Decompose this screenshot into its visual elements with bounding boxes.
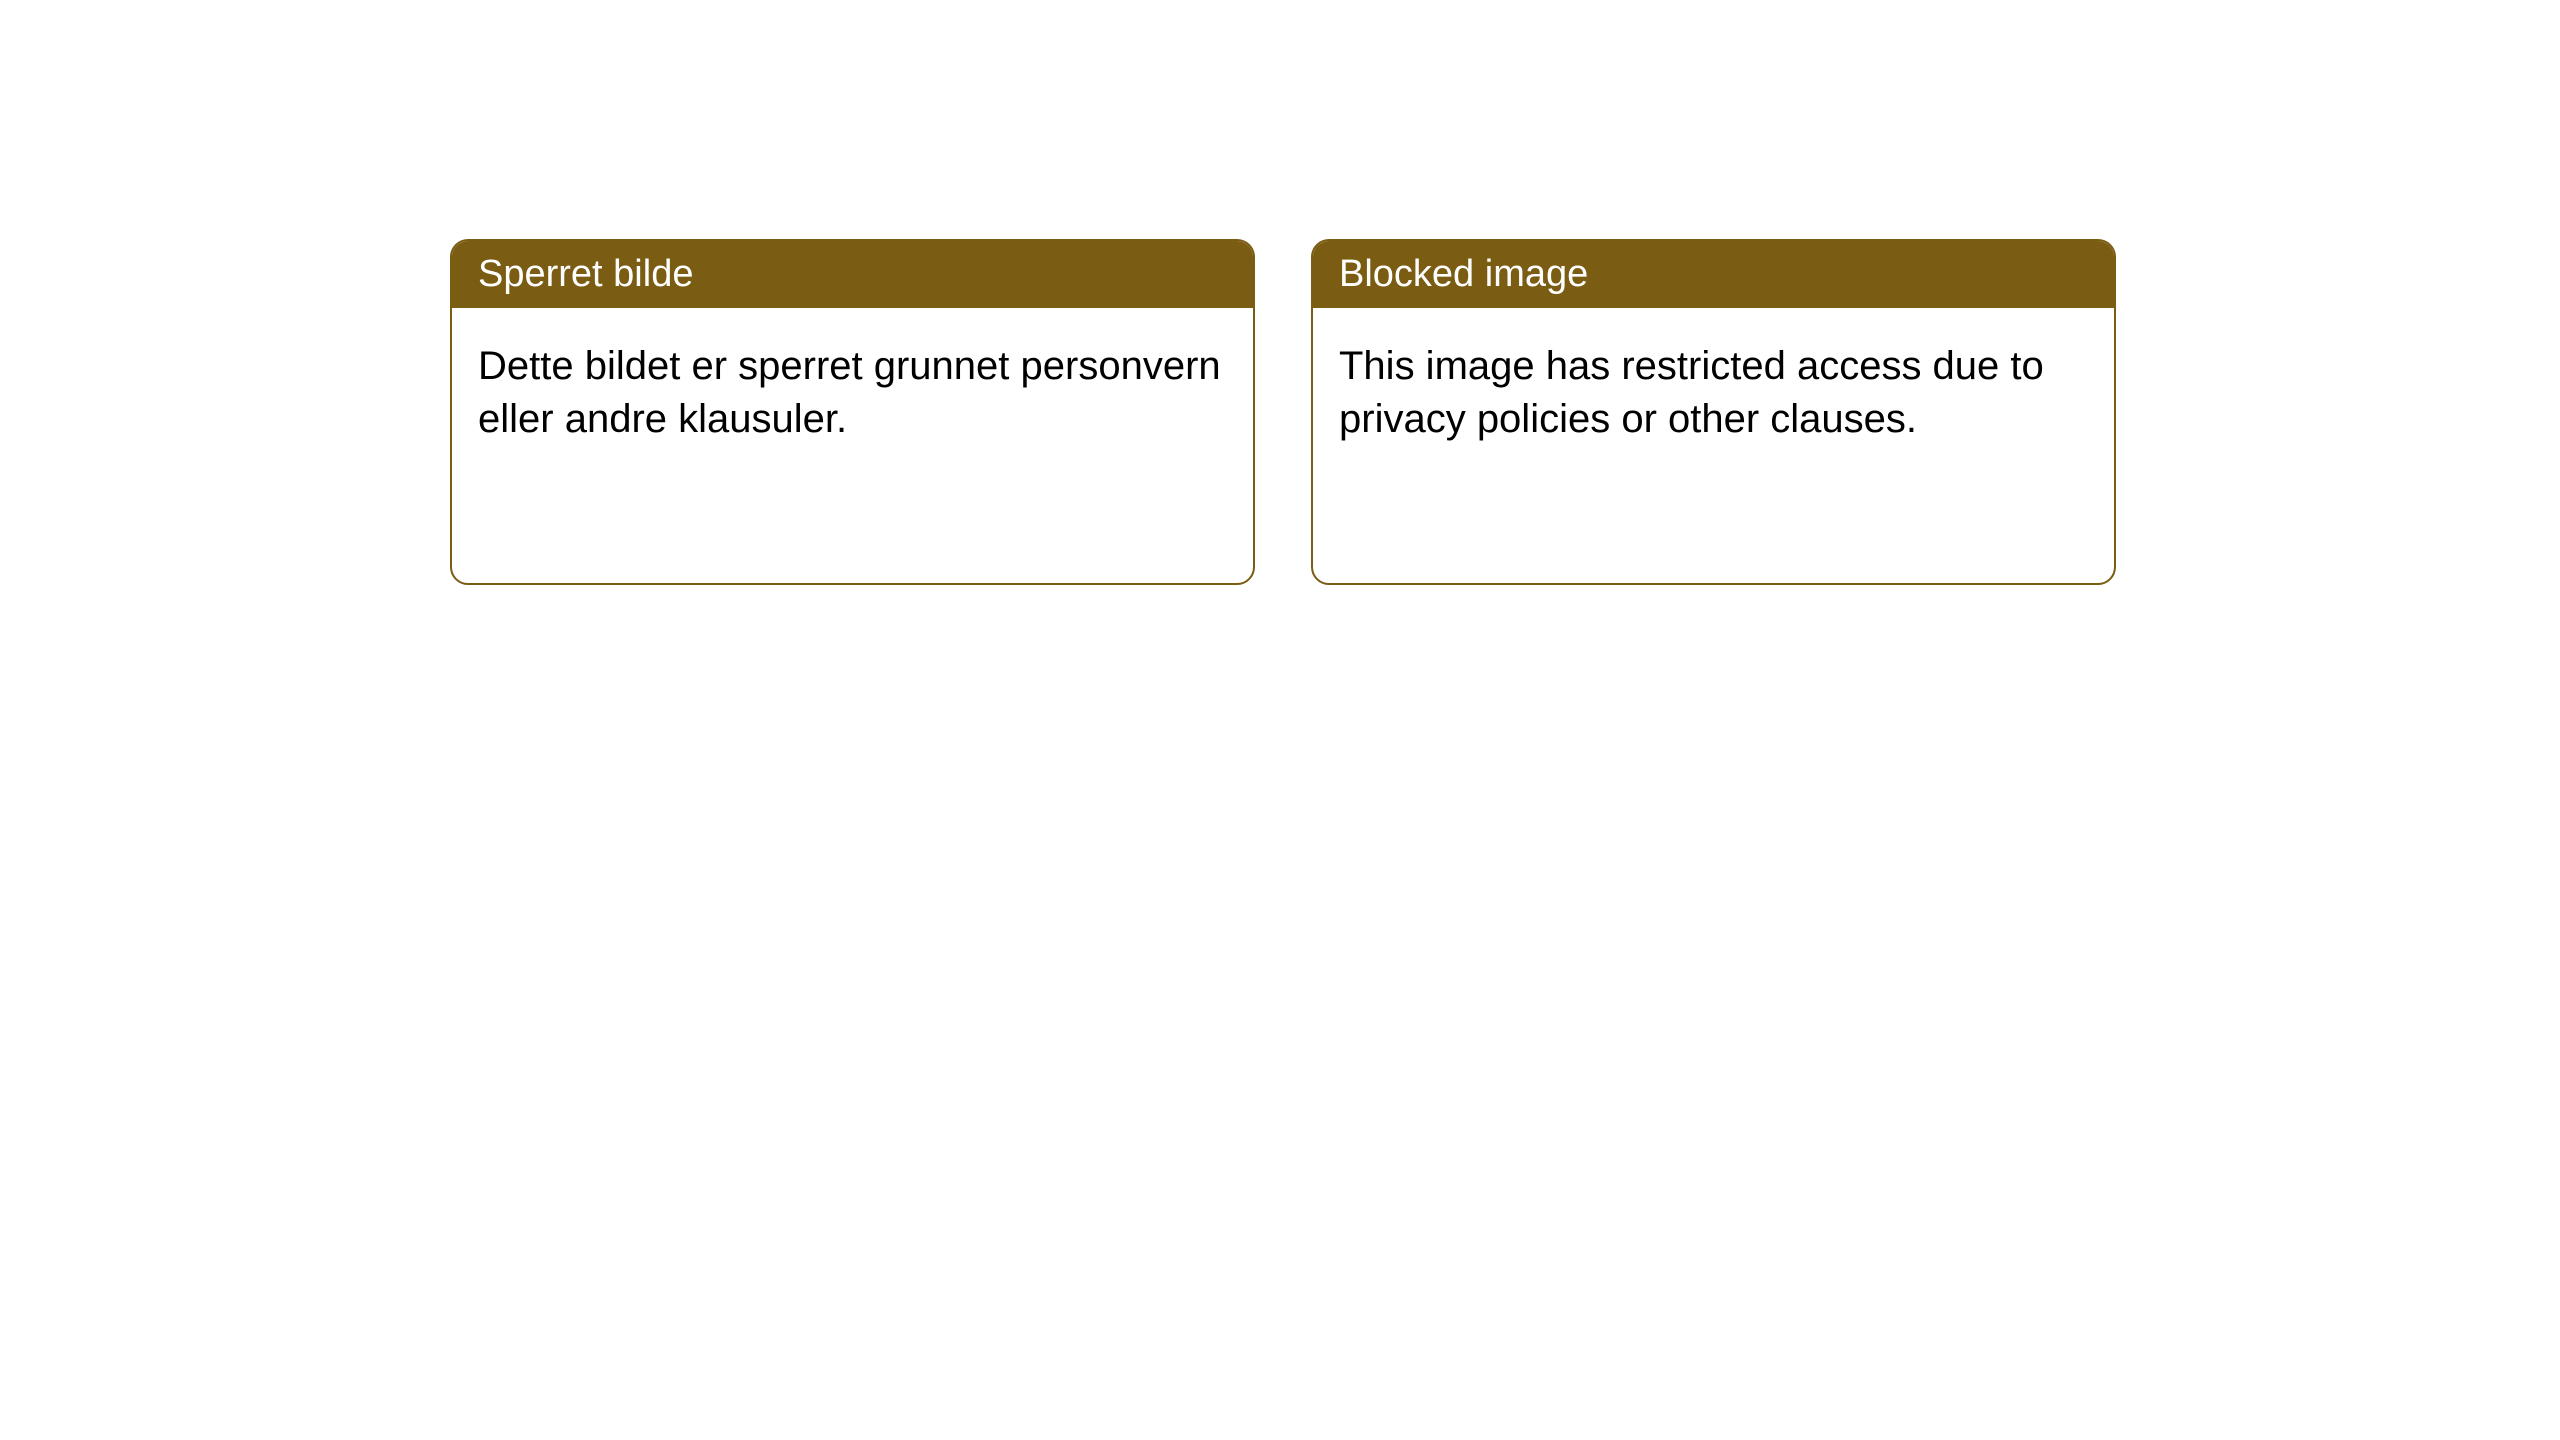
- notice-body-no: Dette bildet er sperret grunnet personve…: [452, 308, 1253, 583]
- notice-header-no: Sperret bilde: [452, 241, 1253, 308]
- blocked-image-card-en: Blocked image This image has restricted …: [1311, 239, 2116, 585]
- notice-body-en: This image has restricted access due to …: [1313, 308, 2114, 583]
- notice-container: Sperret bilde Dette bildet er sperret gr…: [450, 239, 2116, 585]
- blocked-image-card-no: Sperret bilde Dette bildet er sperret gr…: [450, 239, 1255, 585]
- notice-header-en: Blocked image: [1313, 241, 2114, 308]
